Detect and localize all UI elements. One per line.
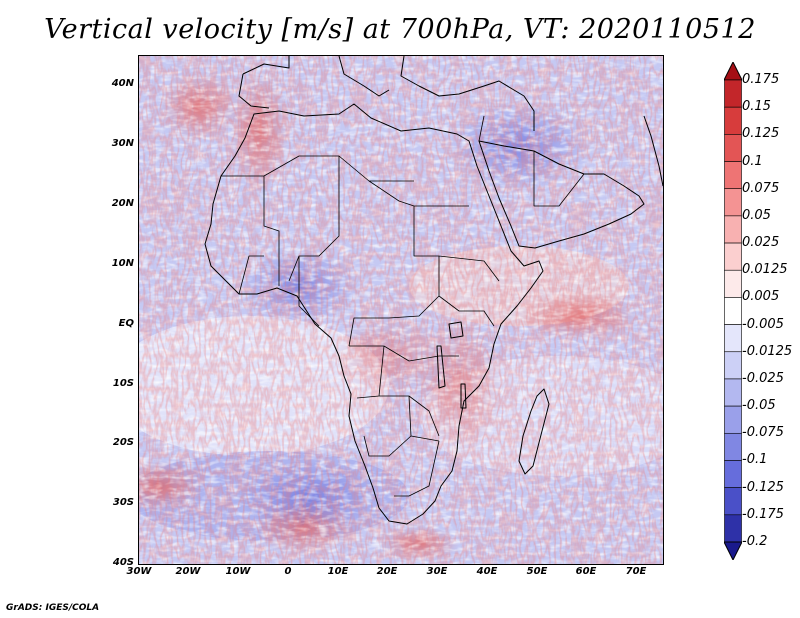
- y-tick-label: 20N: [111, 198, 134, 209]
- colorbar-label: -0.05: [742, 398, 776, 414]
- colorbar-label: -0.125: [742, 479, 784, 495]
- colorbar-label: 0.075: [742, 180, 780, 196]
- colorbar-label: -0.005: [742, 316, 784, 332]
- y-tick-label: 10S: [112, 378, 134, 389]
- y-tick-label: 10N: [111, 258, 134, 269]
- colorbar-segment: [724, 269, 742, 298]
- y-tick-label: 20S: [112, 437, 134, 448]
- x-tick-label: 0: [284, 566, 292, 577]
- colorbar-segment: [724, 161, 742, 190]
- country-borders: [221, 115, 585, 497]
- y-tick-label: 40S: [112, 557, 134, 568]
- map-canvas: [139, 56, 663, 564]
- colorbar-segment: [724, 215, 742, 244]
- colorbar-segment: [724, 297, 742, 325]
- x-tick-label: 60E: [575, 566, 597, 577]
- colorbar-label: -0.1: [742, 452, 768, 468]
- colorbar-segment: [724, 405, 742, 434]
- colorbar-segment: [724, 324, 742, 353]
- colorbar-label: 0.025: [742, 235, 780, 251]
- x-tick-label: 30E: [426, 566, 448, 577]
- velocity-map: [138, 55, 664, 565]
- colorbar-tip-top: [724, 62, 742, 81]
- colorbar-label: 0.05: [742, 207, 771, 223]
- colorbar-label: 0.175: [742, 72, 780, 87]
- arabia-outline: [478, 140, 645, 249]
- colorbar-tip-bottom: [724, 541, 742, 560]
- x-tick-label: 10E: [327, 566, 349, 577]
- colorbar-segment: [724, 79, 742, 108]
- x-tick-label: 10W: [225, 566, 251, 577]
- lake-victoria: [448, 321, 464, 339]
- colorbar-label: 0.15: [742, 99, 771, 115]
- x-tick-label: 20E: [376, 566, 398, 577]
- colorbar-segment: [724, 514, 742, 543]
- coastlines: [204, 56, 663, 525]
- colorbar-segment: [724, 188, 742, 217]
- colorbar-label: 0.125: [742, 126, 780, 142]
- colorbar-label: -0.075: [742, 425, 784, 441]
- y-tick-label: EQ: [118, 318, 134, 329]
- colorbar-segment: [724, 351, 742, 380]
- madagascar-outline: [518, 388, 550, 475]
- y-tick-label: 30S: [112, 497, 134, 508]
- colorbar-label: 0.1: [742, 153, 763, 169]
- iberia-outline: [238, 56, 290, 109]
- colorbar-segment: [724, 432, 742, 461]
- lake-tanganyika: [436, 345, 446, 389]
- x-tick-label: 30W: [126, 566, 152, 577]
- colorbar-label: -0.2: [742, 534, 768, 549]
- x-tick-label: 50E: [526, 566, 548, 577]
- colorbar-label: 0.005: [742, 289, 780, 305]
- colorbar-label: -0.175: [742, 506, 784, 522]
- colorbar-segment: [724, 106, 742, 135]
- colorbar-label: 0.0125: [742, 262, 788, 278]
- colorbar-label: -0.025: [742, 370, 784, 386]
- lake-malawi: [460, 383, 467, 409]
- y-tick-label: 30N: [111, 138, 134, 149]
- x-tick-label: 70E: [625, 566, 647, 577]
- colorbar-segment: [724, 134, 742, 162]
- colorbar-segment: [724, 378, 742, 407]
- europe-coast: [338, 56, 535, 131]
- x-tick-label: 20W: [175, 566, 201, 577]
- india-coast: [643, 115, 663, 187]
- colorbar-segment: [724, 460, 742, 488]
- x-tick-label: 40E: [476, 566, 498, 577]
- plot-title: Vertical velocity [m/s] at 700hPa, VT: 2…: [44, 14, 756, 45]
- colorbar-segment: [724, 487, 742, 516]
- colorbar: [724, 62, 742, 560]
- colorbar-segment: [724, 242, 742, 271]
- y-tick-label: 40N: [111, 78, 134, 89]
- colorbar-label: -0.0125: [742, 343, 793, 359]
- footer-credit: GrADS: IGES/COLA: [6, 603, 100, 613]
